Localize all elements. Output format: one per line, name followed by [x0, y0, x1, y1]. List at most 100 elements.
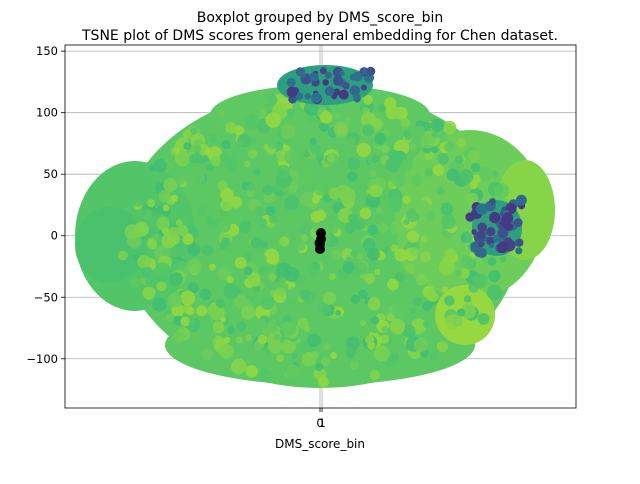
scatter-point [141, 266, 153, 278]
scatter-point [339, 187, 356, 204]
scatter-point [220, 250, 232, 262]
chart-title: Boxplot grouped by DMS_score_bin [197, 10, 444, 26]
scatter-point [291, 352, 298, 359]
scatter-point [265, 112, 281, 128]
scatter-point [273, 334, 281, 341]
scatter-point [300, 234, 308, 242]
scatter-point [413, 125, 426, 138]
scatter-point [414, 200, 431, 216]
scatter-point [309, 137, 317, 145]
scatter-point [260, 296, 274, 310]
scatter-point [210, 155, 221, 167]
scatter-point [486, 284, 502, 300]
scatter-point [409, 143, 417, 151]
scatter-point [245, 185, 252, 192]
y-tick-label: 150 [36, 44, 58, 58]
scatter-point [299, 289, 311, 300]
scatter-point [247, 149, 258, 159]
scatter-point [478, 166, 493, 182]
scatter-point [489, 242, 495, 249]
scatter-point [117, 250, 128, 261]
scatter-point [260, 109, 267, 116]
scatter-point [237, 133, 252, 148]
scatter-point [334, 112, 341, 120]
scatter-point [285, 364, 301, 380]
scatter-point [392, 302, 408, 319]
scatter-point [437, 341, 448, 353]
y-tick-label: 50 [43, 167, 58, 181]
scatter-point [156, 216, 170, 230]
scatter-point [209, 133, 218, 142]
scatter-point [204, 148, 211, 155]
scatter-point [335, 310, 342, 316]
scatter-point [444, 142, 454, 153]
scatter-point [352, 93, 361, 101]
scatter-point [315, 186, 325, 196]
scatter-point [389, 200, 402, 213]
scatter-point [217, 267, 231, 281]
scatter-point [387, 278, 399, 291]
scatter-point [410, 247, 420, 257]
scatter-point [144, 209, 154, 219]
scatter-point [304, 93, 311, 100]
scatter-point [269, 254, 280, 265]
scatter-point [238, 220, 252, 234]
scatter-point [456, 138, 466, 148]
scatter-point [319, 67, 327, 75]
scatter-point [413, 337, 429, 353]
scatter-point [513, 218, 523, 228]
scatter-point [300, 72, 306, 79]
scatter-point [440, 202, 454, 216]
scatter-point [301, 351, 316, 367]
scatter-point [382, 246, 390, 254]
scatter-point [220, 198, 234, 212]
scatter-point [364, 273, 375, 284]
scatter-point [261, 97, 269, 106]
scatter-point [477, 313, 490, 325]
scatter-point [389, 318, 406, 335]
scatter-point [257, 334, 268, 345]
scatter-point [190, 170, 205, 185]
scatter-point [360, 356, 368, 364]
scatter-point [486, 227, 496, 237]
scatter-point [268, 340, 283, 354]
scatter-point [233, 294, 248, 309]
scatter-point [284, 266, 300, 282]
scatter-point [402, 195, 411, 204]
scatter-point [236, 321, 247, 332]
scatter-point [367, 224, 378, 235]
scatter-point [196, 305, 208, 317]
scatter-point [268, 214, 278, 224]
scatter-point [345, 256, 353, 264]
scatter-point [405, 263, 416, 274]
scatter-point [218, 110, 225, 117]
scatter-point [286, 287, 300, 301]
scatter-point [286, 108, 296, 117]
scatter-point [281, 320, 297, 336]
scatter-point [404, 132, 412, 141]
scatter-point [319, 110, 333, 124]
scatter-point [516, 194, 527, 206]
scatter-point [250, 237, 262, 249]
scatter-point [244, 160, 251, 168]
scatter-point [303, 151, 310, 158]
scatter-point [167, 292, 183, 308]
scatter-point [303, 325, 311, 333]
scatter-point [444, 248, 457, 260]
scatter-point [299, 224, 314, 238]
scatter-point [328, 267, 335, 275]
scatter-point [327, 154, 336, 163]
scatter-point [442, 120, 457, 135]
scatter-point [273, 183, 281, 191]
scatter-point [268, 140, 277, 150]
scatter-point [423, 223, 435, 234]
scatter-point [258, 368, 273, 383]
scatter-point [322, 79, 329, 86]
scatter-point [400, 118, 411, 128]
scatter-point [475, 203, 488, 216]
scatter-point [218, 219, 231, 233]
scatter-point [284, 149, 301, 166]
scatter-point [430, 322, 438, 330]
scatter-point [212, 321, 225, 334]
